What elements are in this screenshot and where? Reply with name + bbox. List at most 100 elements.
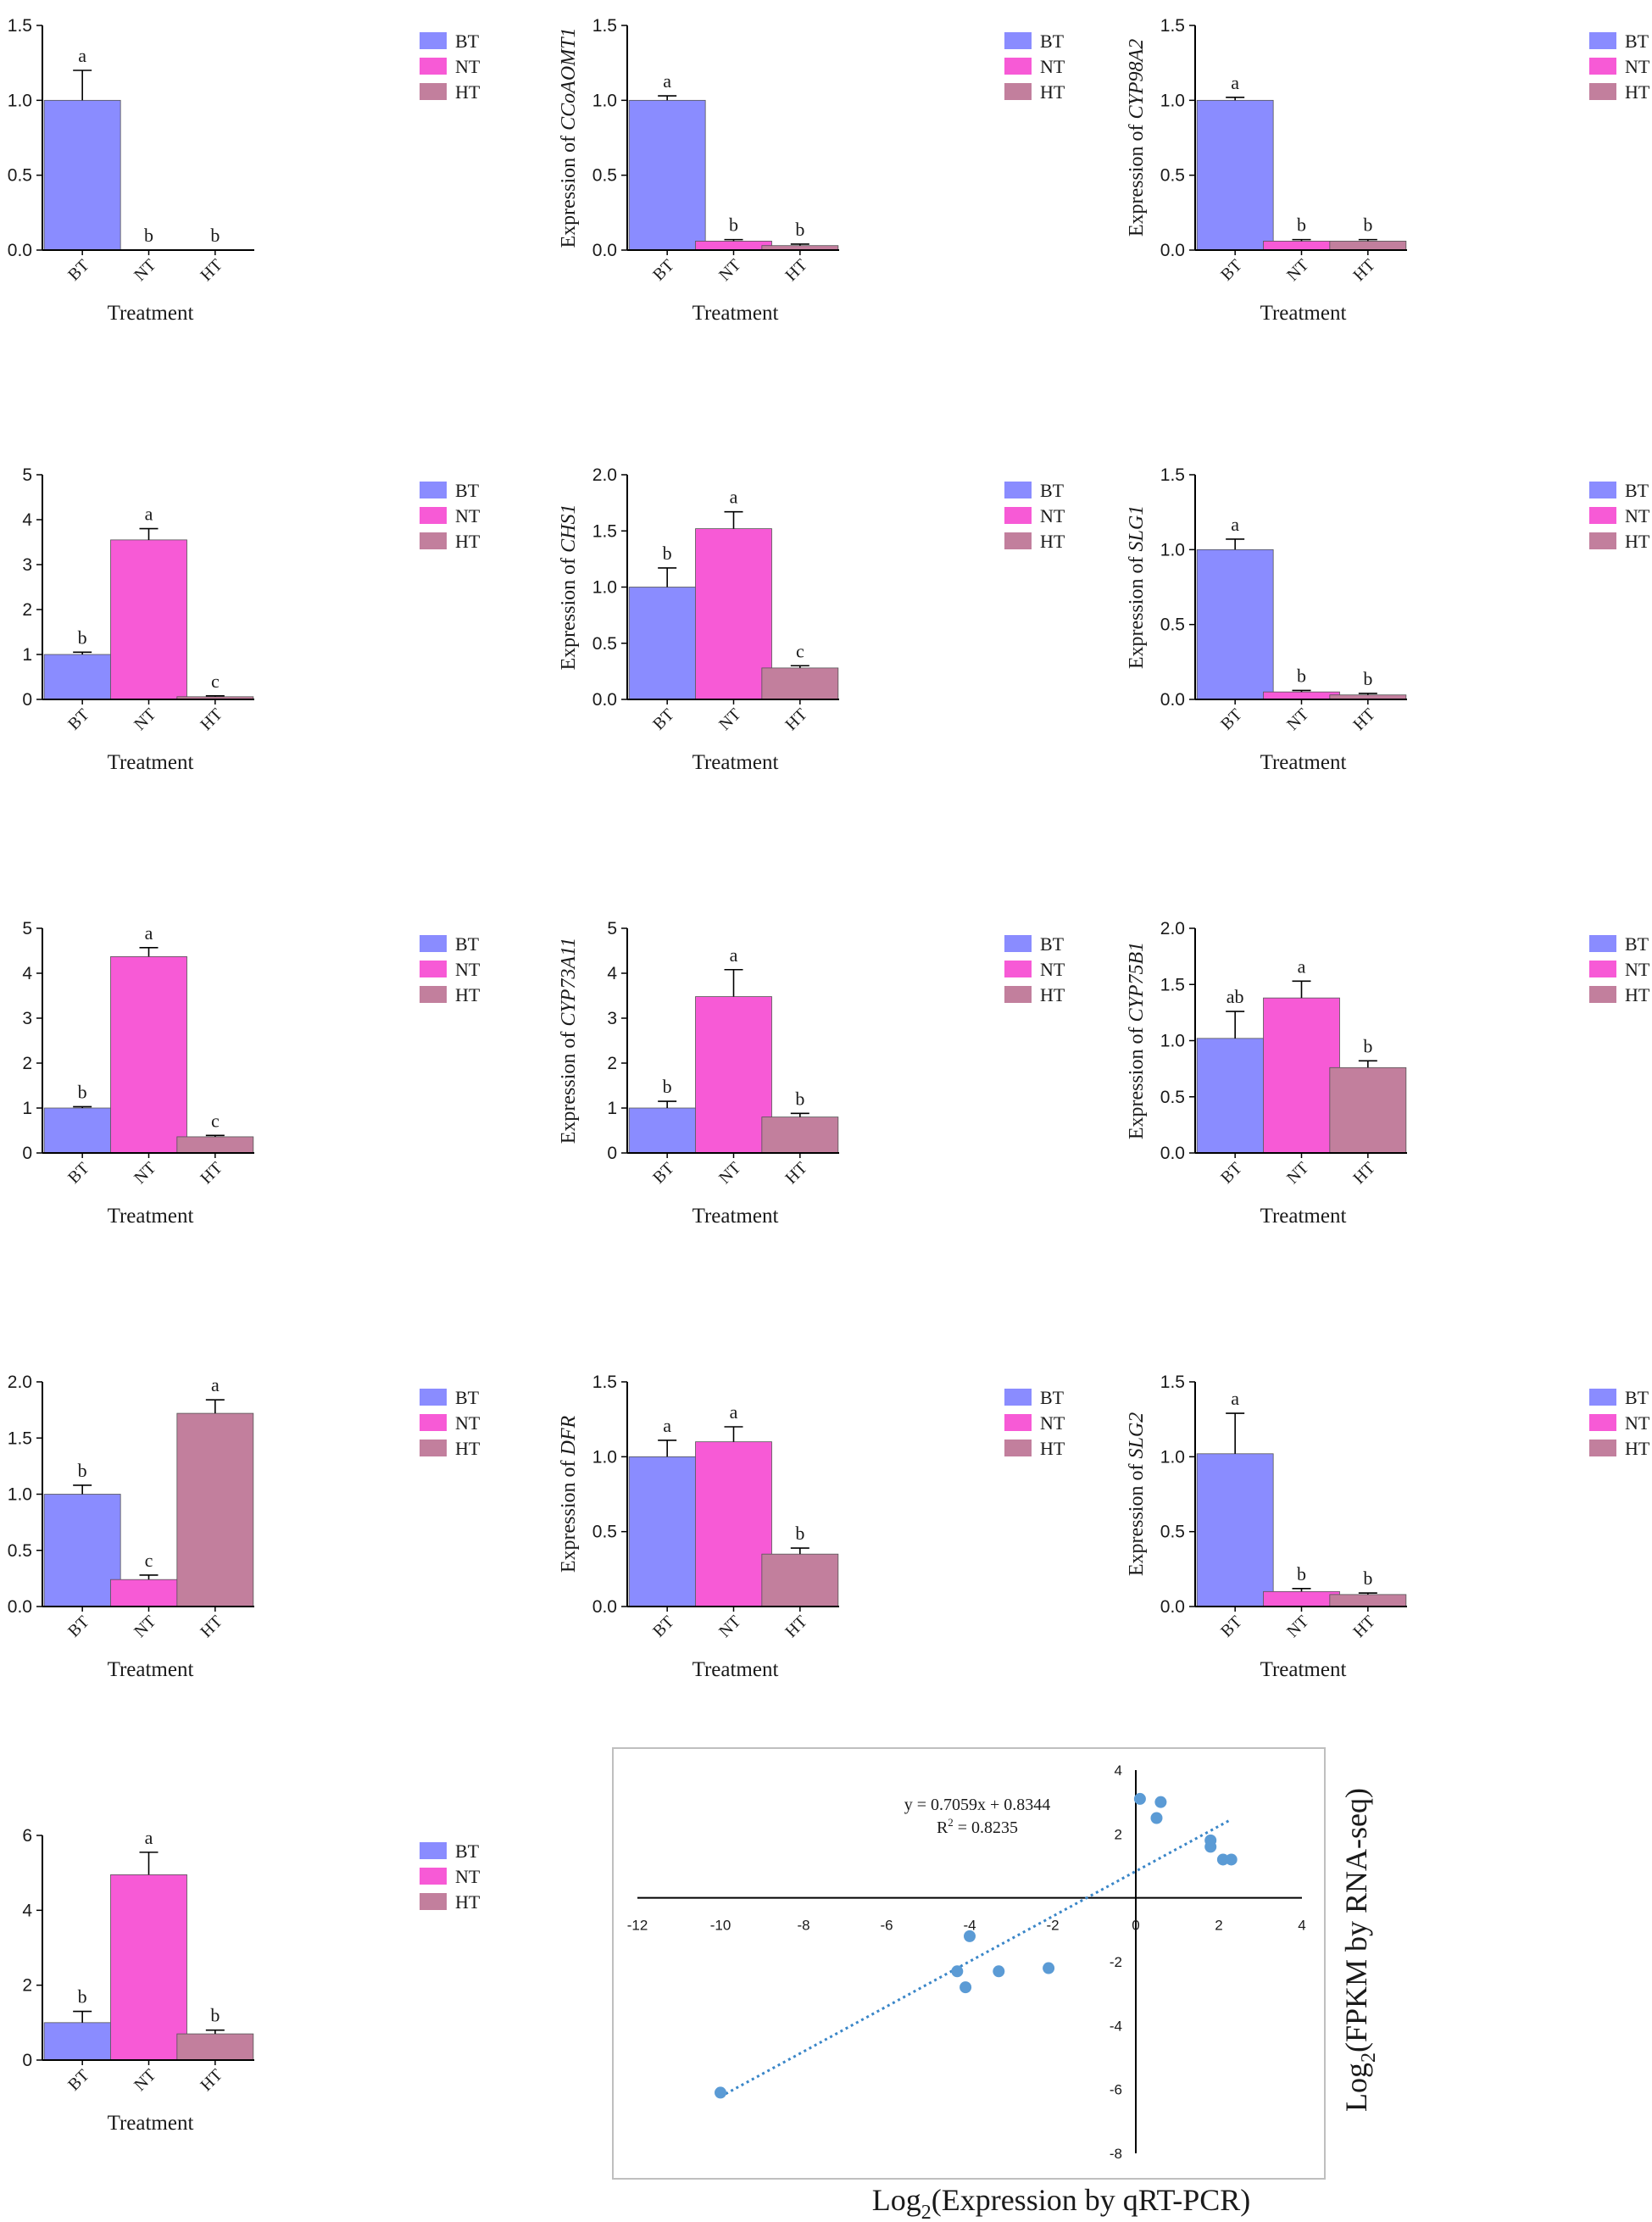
x-axis-title: Treatment [693, 1658, 779, 1681]
bar-BT [628, 1107, 706, 1154]
x-axis-title: Treatment [693, 751, 779, 774]
legend-swatch-NT [1589, 961, 1616, 977]
bar-BT [628, 99, 706, 251]
y-tick-label: 3 [607, 1009, 617, 1028]
legend-label-HT: HT [455, 1891, 481, 1913]
y-tick-label: 3 [22, 1009, 32, 1028]
y-tick-label: 0.0 [1160, 241, 1185, 260]
category-label: NT [1283, 1159, 1312, 1188]
legend-swatch-BT [420, 1389, 447, 1406]
y-tick-label: 1.5 [592, 521, 617, 541]
legend-swatch-HT [1004, 83, 1032, 100]
legend-label-HT: HT [1625, 81, 1650, 103]
significance-letter: b [1363, 214, 1372, 236]
category-label: HT [197, 2066, 225, 2095]
y-tick-label: 0 [22, 690, 32, 710]
legend-label-HT: HT [1625, 984, 1650, 1005]
legend-swatch-BT [1589, 32, 1616, 49]
x-axis-title: Treatment [1260, 1658, 1347, 1681]
data-point [993, 1965, 1005, 1978]
significance-letter: a [663, 70, 671, 92]
legend-swatch-BT [1004, 1389, 1032, 1406]
category-label: NT [131, 2066, 159, 2095]
bar-chart-SLG1: a BT b NT b HT 0.0 0.5 1.0 1.5 Expression of SLG1 T… [1126, 465, 1650, 774]
legend-label-HT: HT [1625, 531, 1650, 552]
y-tick-label: 1.5 [1160, 1373, 1185, 1392]
x-tick-label: -8 [797, 1918, 809, 1934]
legend-label-HT: HT [1040, 984, 1065, 1005]
legend-label-HT: HT [1040, 81, 1065, 103]
bar-HT [761, 667, 839, 700]
data-point [964, 1930, 976, 1942]
y-axis-title-prefix: Expression of [558, 1027, 580, 1144]
y-tick-label: 0 [607, 1144, 617, 1163]
bar-NT [110, 1579, 187, 1607]
y-tick-label: 0.0 [8, 241, 32, 260]
legend-label-HT: HT [455, 81, 481, 103]
x-tick-label: 2 [1215, 1918, 1222, 1934]
significance-letter: b [78, 1986, 87, 2008]
category-label: HT [1349, 705, 1378, 734]
data-point [1154, 1796, 1167, 1808]
bar-NT [110, 1874, 187, 2061]
bar-chart-CYP73A11: b BT a NT b HT 0 1 2 3 4 5 Expression of CYP73A11 Tre… [558, 919, 1065, 1228]
y-tick-label: -2 [1110, 1954, 1122, 1970]
significance-letter: b [78, 1460, 87, 1481]
data-point [1043, 1962, 1055, 1974]
category-label: NT [715, 1159, 744, 1188]
y-tick-label: -4 [1110, 2018, 1122, 2034]
bar-chart-SLG2: a BT b NT b HT 0.0 0.5 1.0 1.5 Expression of SLG2 T… [1126, 1373, 1650, 1681]
y-axis-title-prefix: Expression of [1126, 1022, 1148, 1140]
y-tick-label: -6 [1110, 2082, 1122, 2098]
y-tick-label: 0.5 [1160, 166, 1185, 186]
bar-chart-CYP75B1: ab BT a NT b HT 0.0 0.5 1.0 1.5 2.0 Expression of C… [1126, 919, 1650, 1228]
significance-letter: b [795, 219, 804, 240]
category-label: HT [782, 256, 810, 285]
significance-letter: a [1231, 1388, 1239, 1409]
significance-letter: a [1298, 955, 1306, 977]
legend-swatch-NT [1004, 58, 1032, 75]
y-tick-label: 1 [607, 1099, 617, 1118]
legend-label-NT: NT [1040, 505, 1065, 526]
y-tick-label: 0.5 [592, 634, 617, 654]
significance-letter: a [1231, 72, 1239, 93]
legend-swatch-BT [420, 32, 447, 49]
legend-label-BT: BT [1040, 933, 1065, 955]
bar-NT [110, 539, 187, 700]
legend-swatch-NT [420, 58, 447, 75]
category-label: NT [131, 256, 159, 285]
bar-NT [1263, 691, 1340, 700]
legend-swatch-HT [420, 986, 447, 1003]
y-tick-label: 1.0 [1160, 540, 1185, 560]
bar-chart-CHS1: b BT a NT c HT 0.0 0.5 1.0 1.5 2.0 Expression of CH… [558, 465, 1065, 774]
category-label: BT [649, 1159, 678, 1188]
legend-swatch-NT [420, 961, 447, 977]
significance-letter: b [210, 225, 220, 246]
bar-chart-CCoAOMT1: a BT b NT b HT 0.0 0.5 1.0 1.5 Expression of CCoAO… [558, 16, 1065, 325]
y-tick-label: 0.5 [8, 1541, 32, 1561]
bar-BT [1196, 99, 1274, 251]
bar-NT [1263, 997, 1340, 1154]
r-squared-value: = 0.8235 [954, 1818, 1018, 1837]
y-axis-title-gene: SLG1 [1126, 505, 1148, 552]
legend-swatch-NT [420, 1868, 447, 1885]
y-tick-label: 6 [22, 1826, 32, 1846]
category-label: BT [64, 1612, 93, 1641]
significance-letter: ab [1226, 986, 1244, 1007]
legend-label-NT: NT [1040, 1412, 1065, 1434]
legend-swatch-HT [1589, 1440, 1616, 1456]
bar-HT [176, 2033, 254, 2061]
data-point [1204, 1841, 1217, 1853]
legend-label-NT: NT [455, 1866, 481, 1887]
bar-HT [761, 1117, 839, 1154]
legend-swatch-NT [420, 1414, 447, 1431]
significance-letter: a [211, 1374, 220, 1395]
bar-chart-DFR: a BT a NT b HT 0.0 0.5 1.0 1.5 Expression of DFR Tr… [558, 1373, 1065, 1681]
y-tick-label: 0.5 [1160, 1088, 1185, 1107]
significance-letter: b [1363, 668, 1372, 689]
significance-letter: a [730, 944, 738, 966]
x-axis-title: Treatment [1260, 751, 1347, 774]
y-tick-label: 4 [22, 964, 32, 983]
y-tick-label: 1.0 [1160, 1447, 1185, 1467]
category-label: NT [1283, 1612, 1312, 1641]
